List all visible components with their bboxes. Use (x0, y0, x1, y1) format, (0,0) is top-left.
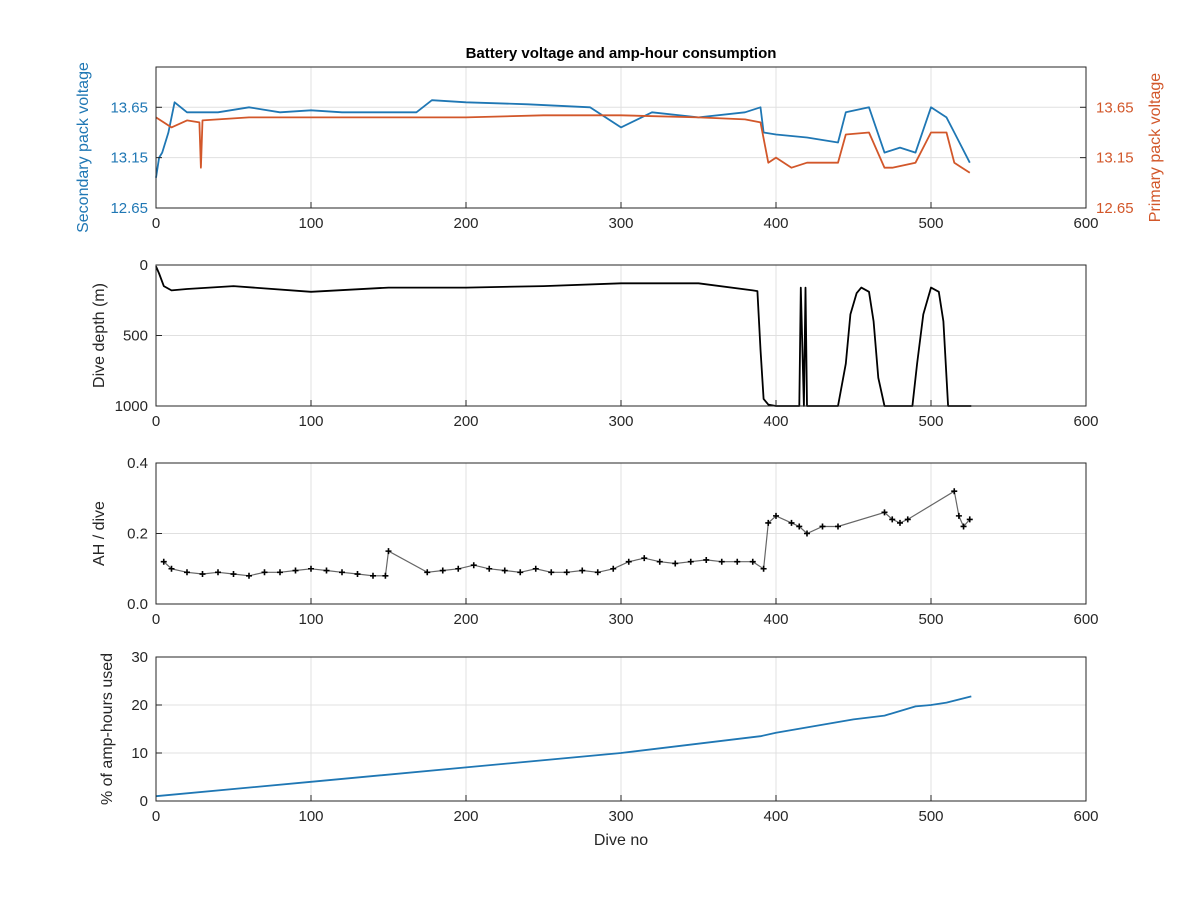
x-tick-label: 100 (298, 413, 323, 430)
series-2-line (155, 114, 971, 174)
y2-tick-label: 13.65 (1096, 99, 1134, 116)
chart-panel-3: 0 100 200 300 400 500 600 0.0 0.2 0.4 AH / dive (91, 455, 1099, 628)
series-1-trace (163, 490, 971, 577)
chart-panel-2: 0 100 200 300 400 500 600 0 500 1000 Dive depth (m… (91, 257, 1099, 430)
x-tick-label: 400 (763, 611, 788, 628)
x-tick-label: 0 (152, 215, 160, 232)
x-tick-label: 200 (453, 611, 478, 628)
x-tick-label: 600 (1073, 611, 1098, 628)
y-tick-label: 13.15 (110, 150, 148, 167)
x-tick-label: 400 (763, 413, 788, 430)
x-tick-label: 0 (152, 611, 160, 628)
y-tick-label: 30 (131, 649, 148, 666)
figure-title: Battery voltage and amp-hour consumption (466, 45, 777, 62)
x-tick-label: 300 (608, 215, 633, 232)
y-axis-label: Dive depth (m) (91, 283, 108, 388)
y-tick-label: 0.0 (127, 596, 148, 613)
y-tick-label: 0.2 (127, 526, 148, 543)
y-tick-label: 500 (123, 328, 148, 345)
x-tick-label: 500 (918, 413, 943, 430)
y-axis-label: % of amp-hours used (99, 653, 116, 805)
y-axis-label: AH / dive (91, 501, 108, 566)
x-tick-label: 600 (1073, 808, 1098, 825)
x-tick-label: 500 (918, 808, 943, 825)
x-tick-label: 500 (918, 611, 943, 628)
y-tick-label: 12.65 (110, 200, 148, 217)
chart-panel-1: 0 100 200 300 400 500 60012.6513.1513.6512.651… (75, 62, 1164, 233)
y-tick-label: 13.65 (110, 99, 148, 116)
x-tick-label: 100 (298, 611, 323, 628)
x-axis-label: Dive no (594, 832, 648, 849)
x-tick-label: 300 (608, 611, 633, 628)
x-tick-label: 500 (918, 215, 943, 232)
x-tick-label: 200 (453, 215, 478, 232)
chart-panel-4: 0 100 200 300 400 500 600 0 10 20 30 % of amp-hours… (99, 649, 1099, 849)
y2-axis-label: Primary pack voltage (1147, 73, 1164, 222)
y-axis-label: Secondary pack voltage (75, 62, 92, 233)
x-tick-label: 600 (1073, 413, 1098, 430)
y2-tick-label: 12.65 (1096, 200, 1134, 217)
y2-tick-label: 13.15 (1096, 150, 1134, 167)
x-tick-label: 200 (453, 808, 478, 825)
y-tick-label: 1000 (115, 398, 148, 415)
data-point (160, 558, 167, 565)
y-tick-label: 0.4 (127, 455, 148, 472)
y-tick-label: 10 (131, 745, 148, 762)
x-tick-label: 0 (152, 413, 160, 430)
x-tick-label: 300 (608, 413, 633, 430)
y-tick-label: 0 (140, 257, 148, 274)
x-tick-label: 100 (298, 215, 323, 232)
x-tick-label: 600 (1073, 215, 1098, 232)
x-tick-label: 200 (453, 413, 478, 430)
axes-root: 0 100 200 300 400 500 60012.6513.1513.6512.651… (75, 62, 1164, 849)
x-tick-label: 0 (152, 808, 160, 825)
x-tick-label: 400 (763, 808, 788, 825)
y-tick-label: 0 (140, 793, 148, 810)
x-tick-label: 400 (763, 215, 788, 232)
series-1-line (155, 695, 972, 798)
x-tick-label: 100 (298, 808, 323, 825)
series-1-line (155, 99, 971, 178)
x-tick-label: 300 (608, 808, 633, 825)
y-tick-label: 20 (131, 697, 148, 714)
